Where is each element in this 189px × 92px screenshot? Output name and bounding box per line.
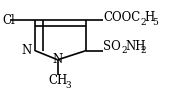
Text: 2: 2: [141, 46, 146, 55]
Text: 3: 3: [65, 81, 71, 90]
Text: 2: 2: [141, 18, 146, 27]
Text: COOC: COOC: [103, 11, 140, 24]
Text: 2: 2: [122, 46, 128, 55]
Text: 5: 5: [152, 18, 158, 27]
Text: Cl: Cl: [2, 14, 15, 27]
Text: SO: SO: [103, 39, 121, 53]
Text: NH: NH: [126, 39, 146, 53]
Text: CH: CH: [48, 74, 67, 87]
Text: N: N: [21, 44, 32, 57]
Text: H: H: [145, 11, 155, 24]
Text: N: N: [53, 53, 63, 66]
